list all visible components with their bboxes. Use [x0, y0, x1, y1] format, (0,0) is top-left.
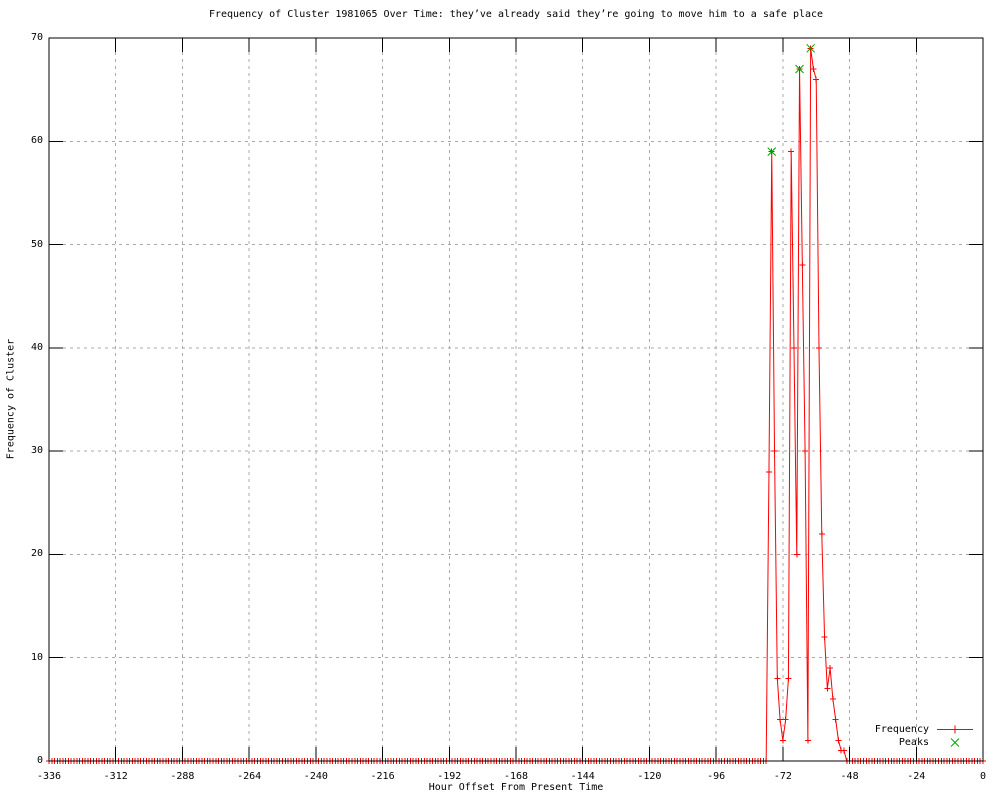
x-tick-label: -216: [370, 771, 395, 782]
x-tick-label: -264: [237, 771, 262, 782]
y-tick-label: 50: [30, 238, 43, 250]
legend-entry-peaks: Peaks: [875, 736, 974, 749]
x-tick-label: -336: [36, 771, 62, 782]
x-tick-label: -72: [773, 771, 792, 782]
axis-ticks: [48, 37, 984, 762]
y-tick-label: 30: [30, 445, 43, 457]
x-tick-label: -192: [437, 771, 462, 782]
y-tick-label: 70: [30, 32, 43, 43]
x-tick-label: 0: [979, 771, 987, 782]
y-tick-label: 0: [36, 755, 43, 766]
peak-markers: [767, 43, 816, 156]
plot-frame: [48, 37, 984, 762]
x-tick-label: -288: [170, 771, 195, 782]
x-tick-label: -96: [707, 771, 726, 782]
x-tick-label: -24: [907, 771, 926, 782]
gridlines: [48, 37, 984, 762]
y-tick-label: 40: [30, 341, 43, 353]
x-tick-label: -312: [103, 771, 128, 782]
legend: Frequency Peaks: [875, 723, 974, 749]
x-tick-label: -168: [503, 771, 529, 782]
peaks-cross-sample-icon: [950, 738, 960, 747]
x-tick-label: -48: [840, 771, 859, 782]
legend-entry-frequency: Frequency: [875, 723, 974, 736]
y-tick-label: 20: [30, 548, 43, 560]
legend-label-peaks: Peaks: [898, 737, 929, 748]
x-tick-label: -120: [637, 771, 662, 782]
x-axis-label: Hour Offset From Present Time: [428, 782, 604, 793]
x-tick-label: -144: [570, 771, 595, 782]
frequency-line-sample-icon: [937, 725, 973, 734]
x-tick-label: -240: [303, 771, 328, 782]
legend-label-frequency: Frequency: [874, 724, 929, 735]
chart-title: Frequency of Cluster 1981065 Over Time: …: [208, 9, 824, 20]
y-tick-label: 60: [30, 135, 43, 147]
y-tick-label: 10: [30, 651, 43, 663]
